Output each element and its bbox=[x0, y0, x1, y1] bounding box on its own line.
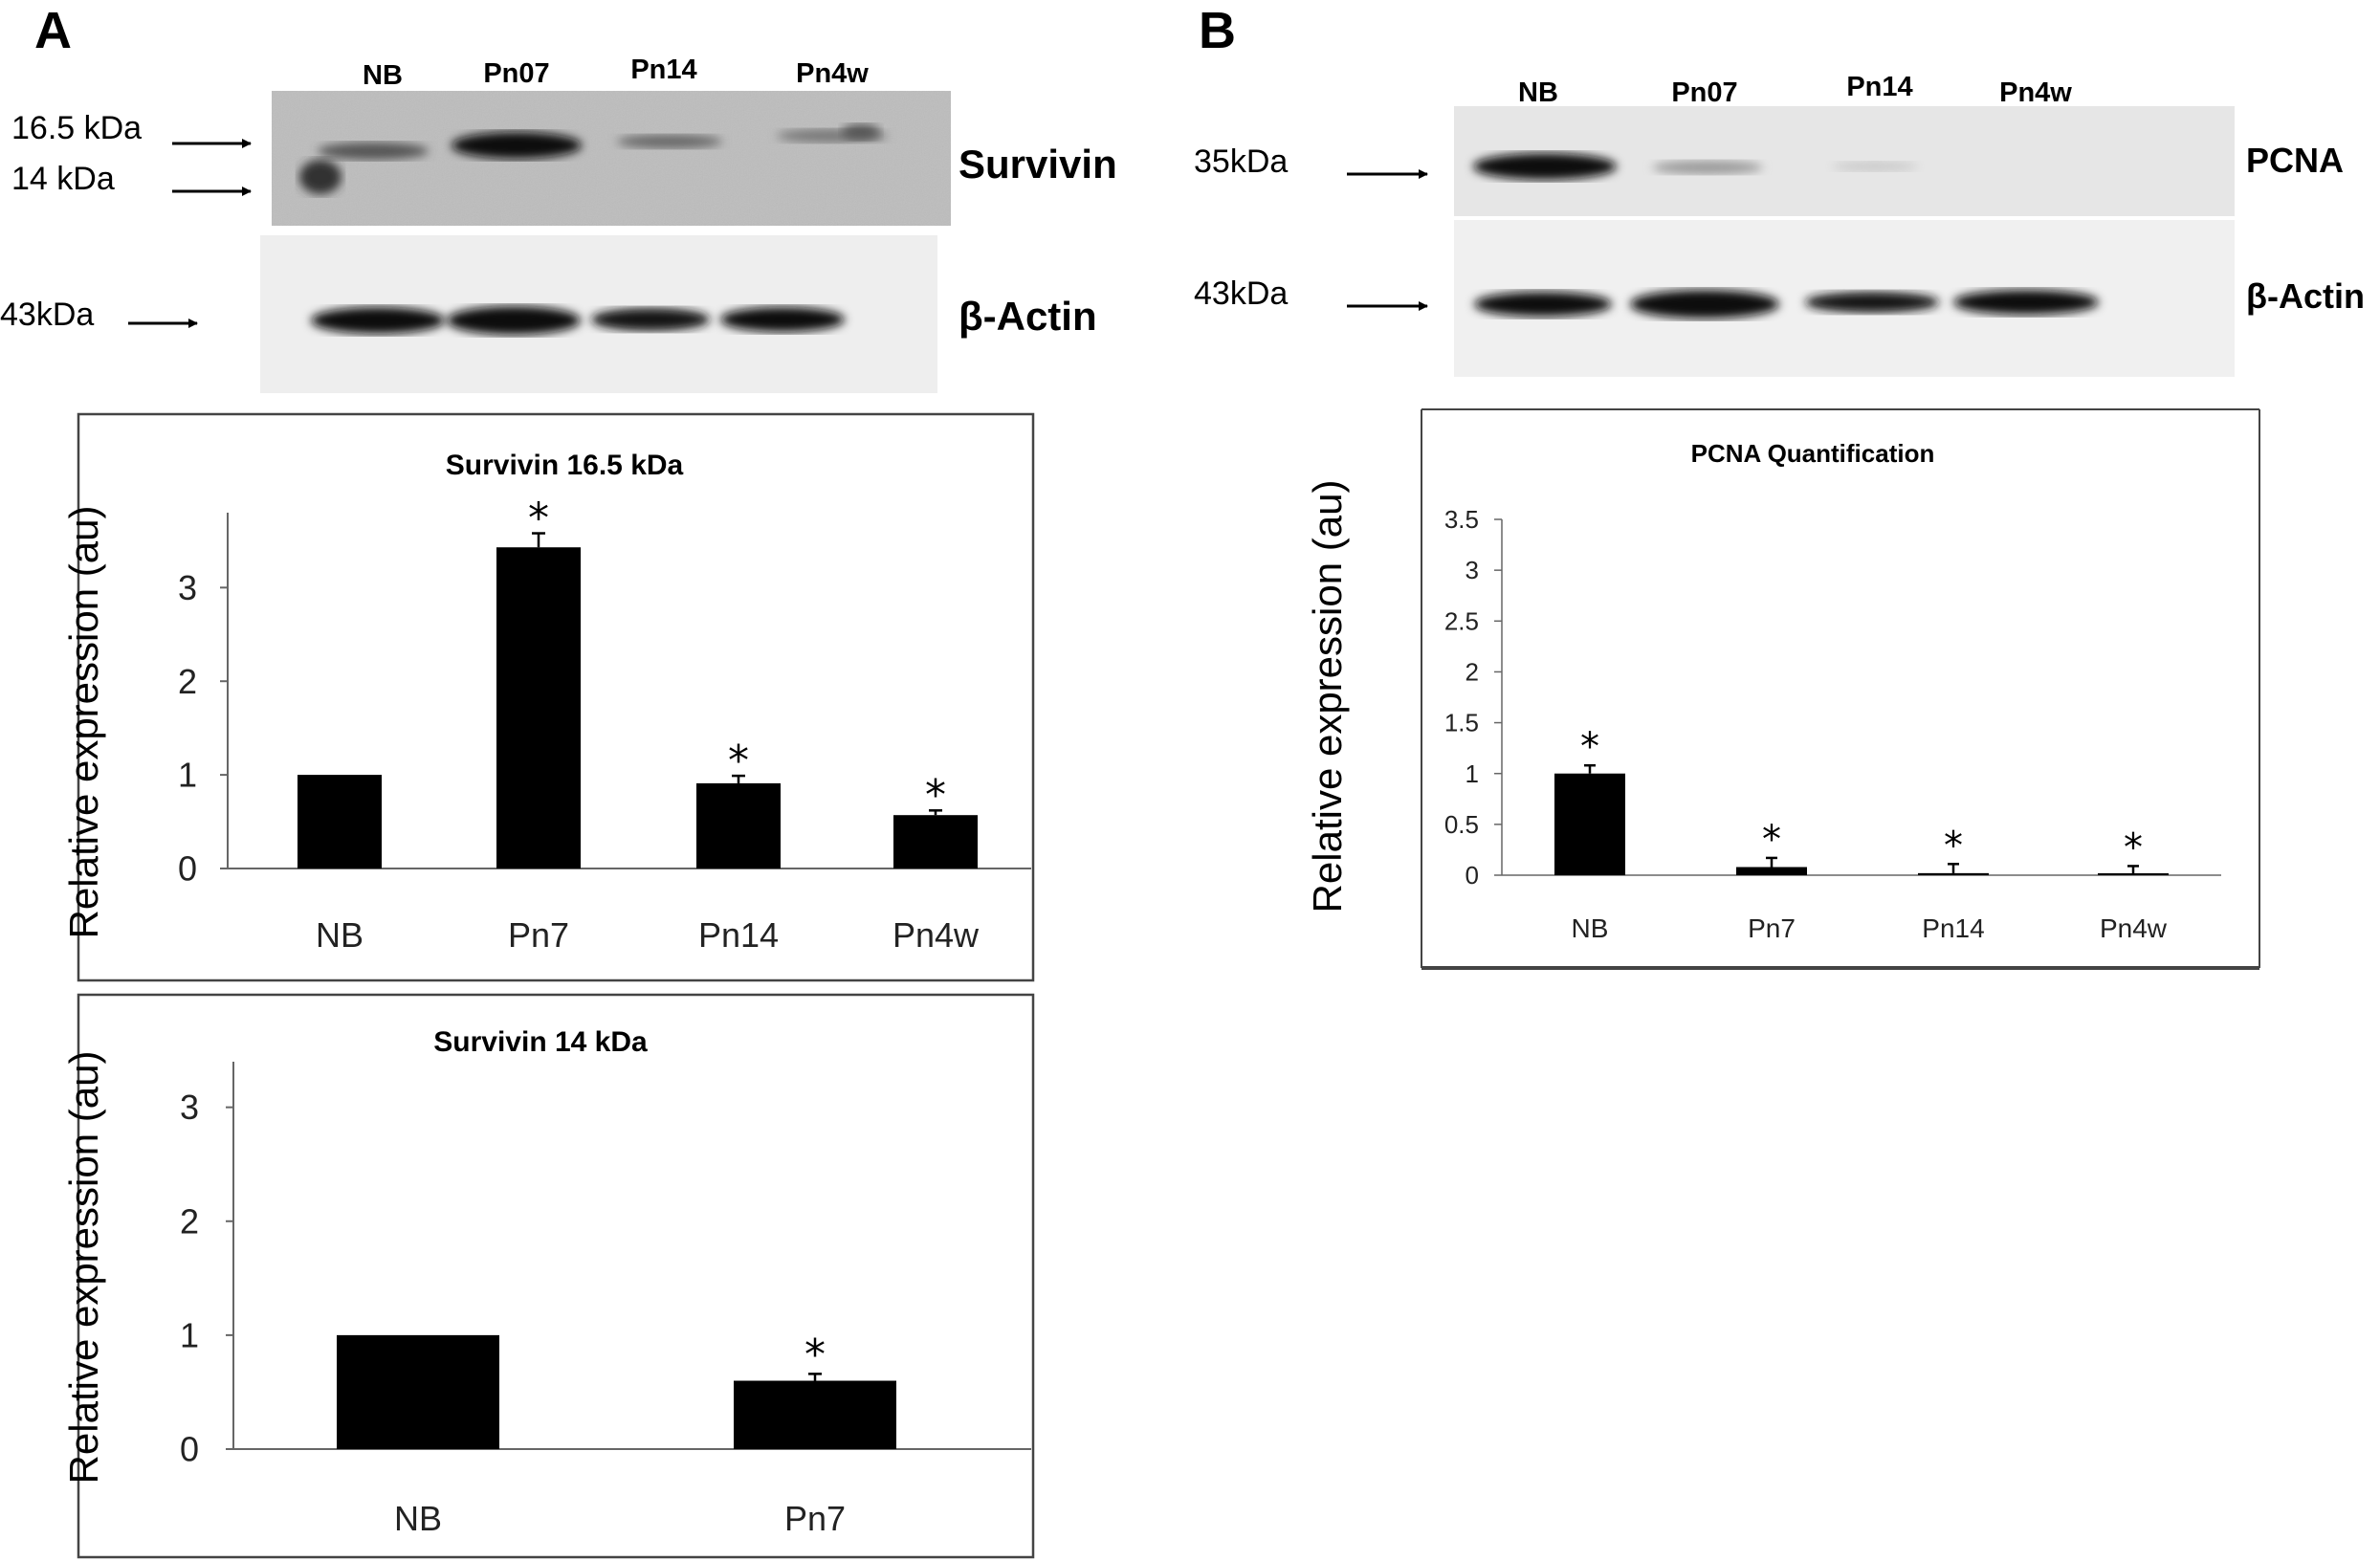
bar bbox=[1736, 867, 1807, 875]
y-axis-label: Relative expression (au) bbox=[61, 506, 106, 939]
marker-43-kda-b: 43kDa bbox=[1194, 275, 1288, 312]
y-tick-label: 2 bbox=[178, 662, 197, 701]
y-tick-label: 0 bbox=[178, 849, 197, 889]
marker-16-5-kda: 16.5 kDa bbox=[11, 110, 142, 146]
y-axis-label: Relative expression (au) bbox=[61, 1051, 106, 1484]
lane-label-pn07-b: Pn07 bbox=[1671, 77, 1737, 108]
y-tick-label: 1 bbox=[180, 1315, 199, 1354]
y-tick-label: 3.5 bbox=[1444, 505, 1479, 534]
lane-label-pn07: Pn07 bbox=[483, 58, 549, 89]
lane-label-pn14-b: Pn14 bbox=[1846, 72, 1912, 102]
panel-b-protein-labels: PCNA β-Actin bbox=[2246, 141, 2365, 316]
panel-a: A NB Pn07 Pn14 Pn4w 1 bbox=[0, 2, 1117, 1559]
bar bbox=[2098, 873, 2169, 875]
panel-b-lane-labels: NB Pn07 Pn14 Pn4w bbox=[1518, 72, 2072, 108]
actin-blot-a bbox=[260, 235, 937, 393]
protein-label-survivin: Survivin bbox=[959, 142, 1117, 187]
category-label: Pn4w bbox=[892, 915, 980, 955]
category-label: NB bbox=[1572, 913, 1609, 943]
lane-label-pn4w: Pn4w bbox=[796, 58, 869, 89]
y-tick-label: 0.5 bbox=[1444, 810, 1479, 839]
significance-marker: * bbox=[528, 494, 549, 542]
marker-35-kda: 35kDa bbox=[1194, 143, 1288, 180]
bar bbox=[298, 775, 382, 868]
panel-b: B NB Pn07 Pn14 Pn4w 35kDa 43kDa bbox=[1194, 2, 2365, 970]
protein-label-beta-actin-b: β-Actin bbox=[2246, 276, 2365, 316]
panel-a-protein-labels: Survivin β-Actin bbox=[959, 142, 1117, 339]
category-label: Pn7 bbox=[508, 915, 569, 955]
y-tick-label: 0 bbox=[180, 1430, 199, 1469]
panel-a-letter: A bbox=[34, 2, 72, 59]
chart-survivin-14: Survivin 14 kDa Relative expression (au) 0… bbox=[61, 1026, 1031, 1538]
y-tick-label: 0 bbox=[1465, 861, 1479, 890]
lane-label-pn4w-b: Pn4w bbox=[1999, 77, 2072, 108]
lane-label-nb: NB bbox=[363, 60, 403, 91]
significance-marker: * bbox=[1944, 824, 1963, 868]
bar bbox=[1918, 872, 1989, 875]
survivin-blot bbox=[272, 91, 951, 226]
marker-43-kda-a: 43kDa bbox=[0, 297, 94, 333]
panel-a-markers: 16.5 kDa 14 kDa 43kDa bbox=[0, 110, 142, 333]
bar bbox=[696, 782, 781, 868]
category-label: Pn14 bbox=[698, 915, 779, 955]
pcna-blot bbox=[1454, 106, 2235, 216]
y-axis-label: Relative expression (au) bbox=[1305, 480, 1350, 913]
chart-survivin-16-5: Survivin 16.5 kDa Relative expression (au… bbox=[61, 450, 1031, 955]
y-tick-label: 2 bbox=[180, 1201, 199, 1241]
significance-marker: * bbox=[2124, 825, 2143, 869]
y-tick-label: 3 bbox=[178, 568, 197, 607]
category-label: Pn7 bbox=[784, 1499, 846, 1538]
category-label: Pn14 bbox=[1922, 913, 1984, 943]
lane-label-pn14: Pn14 bbox=[630, 55, 696, 85]
category-label: NB bbox=[394, 1499, 442, 1538]
significance-marker: * bbox=[728, 737, 749, 785]
y-tick-label: 3 bbox=[1465, 556, 1479, 584]
significance-marker: * bbox=[1580, 725, 1599, 769]
panel-b-letter: B bbox=[1199, 2, 1236, 59]
significance-marker: * bbox=[804, 1330, 826, 1379]
chart-frame-survivin-14 bbox=[77, 993, 1035, 1559]
panel-b-markers: 35kDa 43kDa bbox=[1194, 143, 1288, 312]
category-label: Pn4w bbox=[2100, 913, 2168, 943]
chart-title: Survivin 16.5 kDa bbox=[446, 450, 684, 481]
actin-blot-b bbox=[1454, 220, 2235, 377]
marker-14-kda: 14 kDa bbox=[11, 161, 115, 197]
chart-pcna-quantification: PCNA Quantification Relative expression (… bbox=[1305, 439, 2221, 943]
panel-b-arrows bbox=[1347, 169, 1428, 311]
bar bbox=[734, 1380, 896, 1449]
bar bbox=[496, 547, 581, 868]
chart-title: PCNA Quantification bbox=[1691, 439, 1935, 468]
y-tick-label: 1 bbox=[178, 756, 197, 795]
y-tick-label: 2.5 bbox=[1444, 606, 1479, 635]
significance-marker: * bbox=[925, 771, 946, 820]
bar bbox=[337, 1334, 499, 1449]
protein-label-beta-actin-a: β-Actin bbox=[959, 294, 1097, 339]
panel-a-lane-labels: NB Pn07 Pn14 Pn4w bbox=[363, 55, 869, 91]
bar bbox=[893, 815, 978, 868]
significance-marker: * bbox=[1762, 818, 1781, 862]
chart-frame-survivin-16-5 bbox=[77, 412, 1035, 982]
y-tick-label: 1.5 bbox=[1444, 709, 1479, 737]
y-tick-label: 1 bbox=[1465, 759, 1479, 788]
y-tick-label: 3 bbox=[180, 1088, 199, 1127]
chart-frame-pcna bbox=[1421, 408, 2260, 970]
category-label: NB bbox=[316, 915, 364, 955]
panel-a-arrows bbox=[128, 139, 252, 328]
protein-label-pcna: PCNA bbox=[2246, 141, 2344, 180]
bar bbox=[1554, 773, 1625, 875]
y-tick-label: 2 bbox=[1465, 658, 1479, 687]
lane-label-nb-b: NB bbox=[1518, 77, 1558, 108]
category-label: Pn7 bbox=[1748, 913, 1796, 943]
chart-title: Survivin 14 kDa bbox=[433, 1026, 648, 1058]
